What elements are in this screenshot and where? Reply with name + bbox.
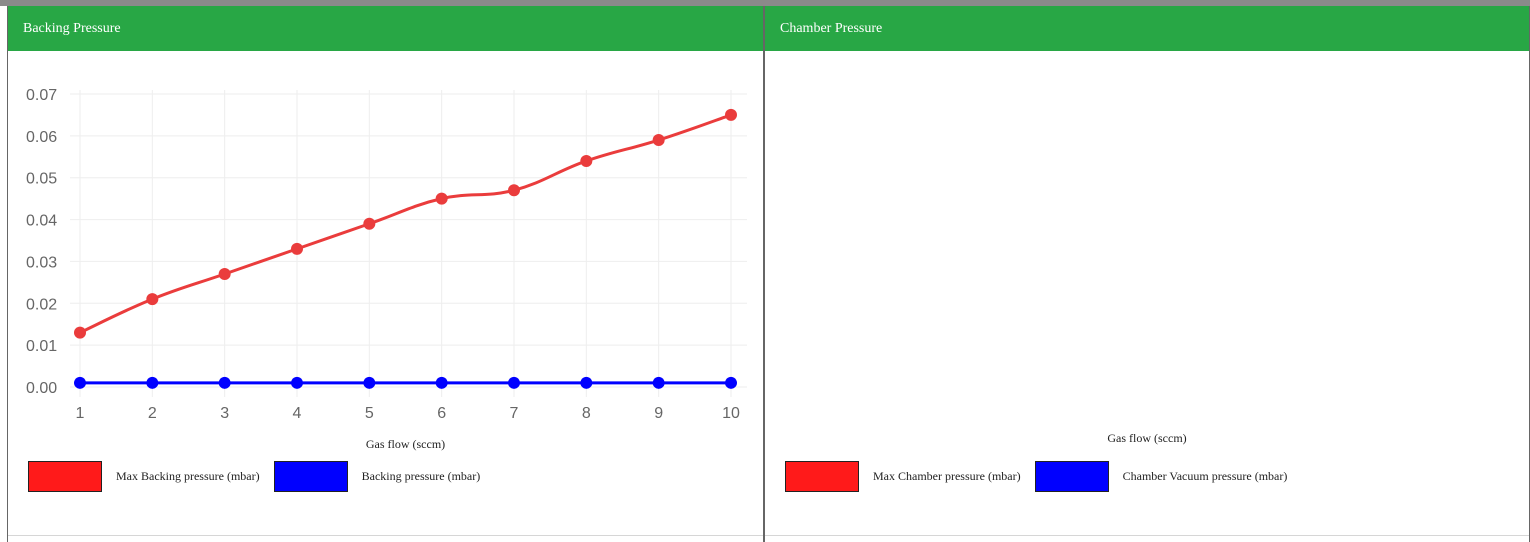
x-tick-label: 3 — [220, 405, 229, 422]
y-tick-label: 0.06 — [26, 129, 57, 146]
data-point-0 — [580, 154, 593, 167]
data-point-0 — [363, 217, 376, 230]
chart-legend: Max Backing pressure (mbar) Backing pres… — [28, 461, 494, 492]
legend-label: Max Chamber pressure (mbar) — [873, 469, 1021, 483]
data-point-0 — [725, 108, 737, 121]
legend-swatch-red — [785, 461, 859, 492]
data-point-0 — [652, 134, 665, 147]
data-point-1 — [652, 376, 665, 389]
y-tick-label: 0.03 — [26, 254, 57, 271]
chamber-pressure-panel: Chamber Pressure Gas flow (sccm) Max Cha… — [764, 6, 1530, 542]
panel-divider — [765, 535, 1529, 536]
legend-swatch-blue — [273, 461, 348, 492]
legend-swatch-blue — [1034, 461, 1109, 492]
x-tick-label: 5 — [365, 405, 374, 422]
legend-label: Backing pressure (mbar) — [361, 469, 481, 483]
data-point-1 — [146, 376, 159, 389]
data-point-0 — [508, 184, 520, 197]
panel-divider — [8, 535, 763, 536]
data-point-0 — [74, 326, 86, 339]
data-point-1 — [580, 376, 593, 389]
y-tick-label: 0.04 — [26, 213, 57, 230]
x-tick-label: 9 — [654, 405, 663, 422]
panel-header: Chamber Pressure — [765, 6, 1529, 51]
y-tick-label: 0.00 — [26, 380, 57, 397]
data-point-0 — [435, 192, 448, 205]
x-tick-label: 7 — [510, 405, 519, 422]
data-point-1 — [435, 376, 448, 389]
x-tick-label: 2 — [148, 405, 157, 422]
legend-label: Chamber Vacuum pressure (mbar) — [1122, 469, 1288, 483]
x-axis-title: Gas flow (sccm) — [1107, 431, 1187, 445]
data-point-1 — [218, 376, 231, 389]
data-point-1 — [725, 376, 737, 389]
data-point-0 — [291, 242, 303, 255]
x-tick-label: 10 — [722, 405, 740, 422]
legend-item-max-chamber[interactable]: Max Chamber pressure (mbar) — [785, 461, 1021, 492]
backing-pressure-panel: Backing Pressure 0.00 0.01 0.02 0.03 0.04 0.0… — [7, 6, 764, 542]
legend-label: Max Backing pressure (mbar) — [116, 469, 260, 483]
x-tick-label: 4 — [293, 405, 302, 422]
x-tick-label: 1 — [76, 405, 85, 422]
data-point-0 — [146, 293, 159, 306]
legend-swatch-red — [28, 461, 102, 492]
y-tick-label: 0.05 — [26, 171, 57, 188]
data-point-1 — [508, 376, 520, 389]
y-tick-label: 0.07 — [26, 87, 57, 104]
y-tick-label: 0.01 — [26, 338, 57, 355]
x-axis-title: Gas flow (sccm) — [366, 437, 445, 451]
series-line-0 — [79, 113, 732, 334]
legend-item-chamber-vacuum[interactable]: Chamber Vacuum pressure (mbar) — [1034, 461, 1288, 492]
panel-header: Backing Pressure — [8, 6, 763, 51]
chart-legend: Max Chamber pressure (mbar) Chamber Vacu… — [785, 461, 1301, 492]
legend-item-max-backing[interactable]: Max Backing pressure (mbar) — [28, 461, 260, 492]
x-tick-label: 6 — [437, 405, 446, 422]
top-border — [0, 0, 1530, 6]
data-point-1 — [74, 376, 86, 389]
data-point-1 — [291, 376, 303, 389]
backing-pressure-chart: 0.00 0.01 0.02 0.03 0.04 0.05 0.06 0.07 1 2 3 4 5 6 7 8… — [26, 87, 747, 451]
data-point-0 — [218, 267, 231, 280]
legend-item-backing[interactable]: Backing pressure (mbar) — [273, 461, 481, 492]
data-point-1 — [363, 376, 376, 389]
x-tick-label: 8 — [582, 405, 591, 422]
y-tick-label: 0.02 — [26, 296, 57, 313]
